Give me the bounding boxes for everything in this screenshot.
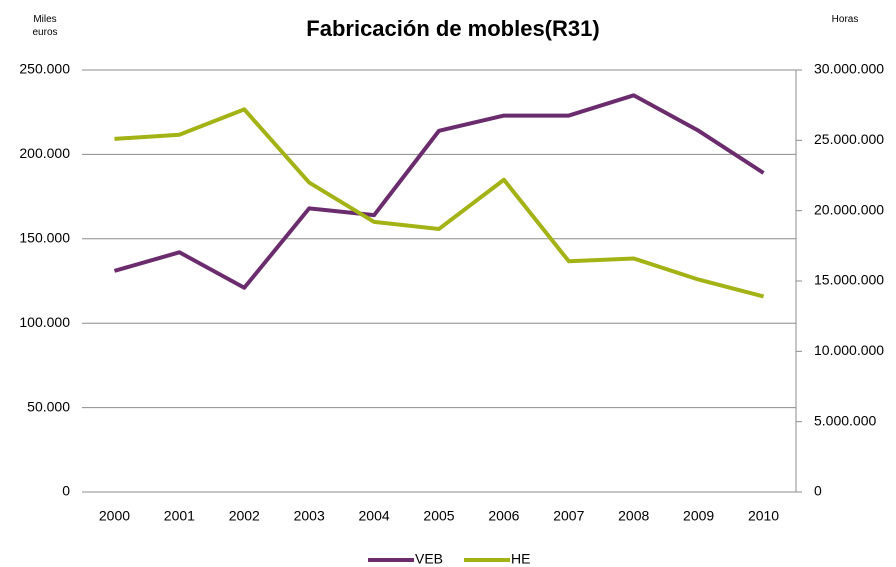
y-tick-label: 0 [62,483,70,499]
y-tick-label: 50.000 [27,398,70,414]
legend-label: HE [511,551,530,567]
y-tick-label: 100.000 [19,314,70,330]
x-tick-label: 2005 [423,508,454,524]
x-tick-label: 2000 [99,508,130,524]
y-tick-label: 200.000 [19,145,70,161]
x-tick-label: 2003 [294,508,325,524]
x-tick-label: 2008 [618,508,649,524]
y2-tick-label: 5.000.000 [814,412,876,428]
series-line [113,93,765,290]
x-tick-label: 2004 [359,508,390,524]
y-axis-label: Miles euros [32,14,58,38]
legend-label: VEB [415,551,443,567]
y2-tick-label: 25.000.000 [814,131,884,147]
y2-tick-label: 20.000.000 [814,201,884,217]
y-tick-label: 150.000 [19,230,70,246]
x-tick-label: 2001 [164,508,195,524]
y2-tick-label: 10.000.000 [814,342,884,358]
chart-title: Fabricación de mobles(R31) [306,16,599,41]
x-tick-label: 2002 [229,508,260,524]
y2-tick-label: 15.000.000 [814,272,884,288]
x-tick-label: 2007 [553,508,584,524]
y2-tick-label: 30.000.000 [814,61,884,77]
x-tick-label: 2009 [683,508,714,524]
series-line [114,107,765,299]
y2-tick-label: 0 [814,483,822,499]
x-tick-label: 2010 [748,508,779,524]
y-tick-label: 250.000 [19,61,70,77]
x-tick-label: 2006 [488,508,519,524]
y2-axis-label: Horas [831,14,859,25]
